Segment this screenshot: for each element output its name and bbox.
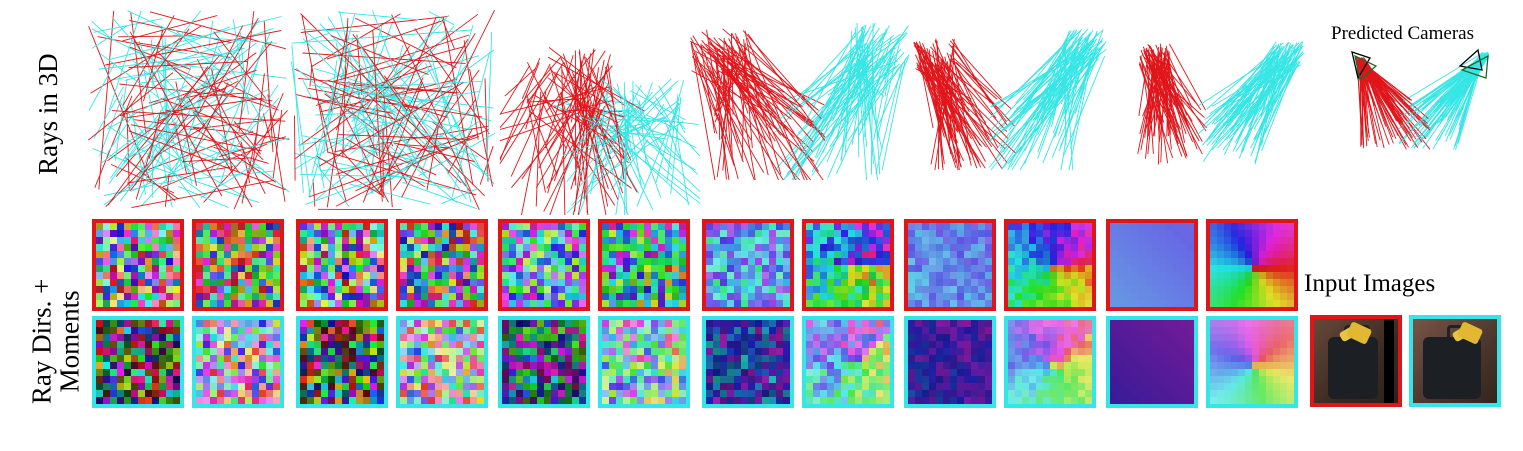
ray-moments-tile	[802, 316, 894, 408]
ray-line	[391, 142, 393, 146]
ray-moments-tile	[396, 316, 488, 408]
ray-line	[113, 19, 204, 123]
ray-directions-tile	[702, 219, 794, 311]
input-image-camera-2	[1409, 315, 1501, 407]
ray-line	[253, 73, 264, 161]
ray-moments-tile	[192, 316, 284, 408]
ray-moments-tile	[1004, 219, 1096, 311]
ray-line	[340, 35, 469, 77]
ray-line	[562, 70, 618, 200]
ray-moments-tile	[598, 316, 690, 408]
ray-line	[303, 53, 466, 63]
ray-line	[314, 161, 350, 207]
ray-line	[989, 51, 1092, 142]
ray-dirs-moments-label: Ray Dirs. + Moments	[28, 231, 85, 451]
ray-moments-tile	[598, 219, 690, 311]
ray-line	[338, 12, 419, 20]
input-images-label: Input Images	[1304, 270, 1435, 298]
ray-moments-tile	[1206, 316, 1298, 408]
ray-directions-tile	[498, 219, 590, 311]
ray-moments-tile	[192, 219, 284, 311]
ray-line	[129, 20, 231, 42]
ray-directions-tile	[92, 219, 184, 311]
input-image-camera-1	[1310, 315, 1402, 407]
ray-moments-tile	[1206, 219, 1298, 311]
ray-moments-tile	[1004, 316, 1096, 408]
ray-directions-tile	[702, 316, 794, 408]
ray-directions-tile	[92, 316, 184, 408]
rays-3d-visualization	[0, 0, 1523, 215]
ray-line	[273, 110, 282, 178]
ray-moments-tile	[802, 219, 894, 311]
ray-line	[233, 19, 248, 114]
ray-directions-tile	[904, 219, 996, 311]
ray-line	[786, 26, 865, 113]
ray-line	[313, 179, 315, 206]
ray-line	[301, 14, 485, 196]
ray-line	[88, 73, 173, 141]
ray-line	[724, 41, 823, 181]
ray-line	[796, 28, 864, 180]
ray-line	[202, 86, 279, 111]
ray-directions-tile	[904, 316, 996, 408]
ray-line	[656, 80, 684, 183]
ray-line	[334, 46, 466, 81]
ray-moments-tile	[396, 219, 488, 311]
ray-line	[292, 45, 304, 193]
ray-line	[693, 56, 716, 102]
ray-line	[676, 128, 689, 205]
ray-line	[268, 95, 285, 202]
ray-directions-tile	[1106, 219, 1198, 311]
ray-directions-tile	[1106, 316, 1198, 408]
ray-directions-tile	[296, 219, 388, 311]
ray-directions-tile	[498, 316, 590, 408]
ray-line	[295, 116, 296, 181]
ray-line	[608, 63, 624, 179]
ray-directions-tile	[296, 316, 388, 408]
ray-line	[349, 184, 430, 204]
ray-line	[916, 42, 933, 128]
